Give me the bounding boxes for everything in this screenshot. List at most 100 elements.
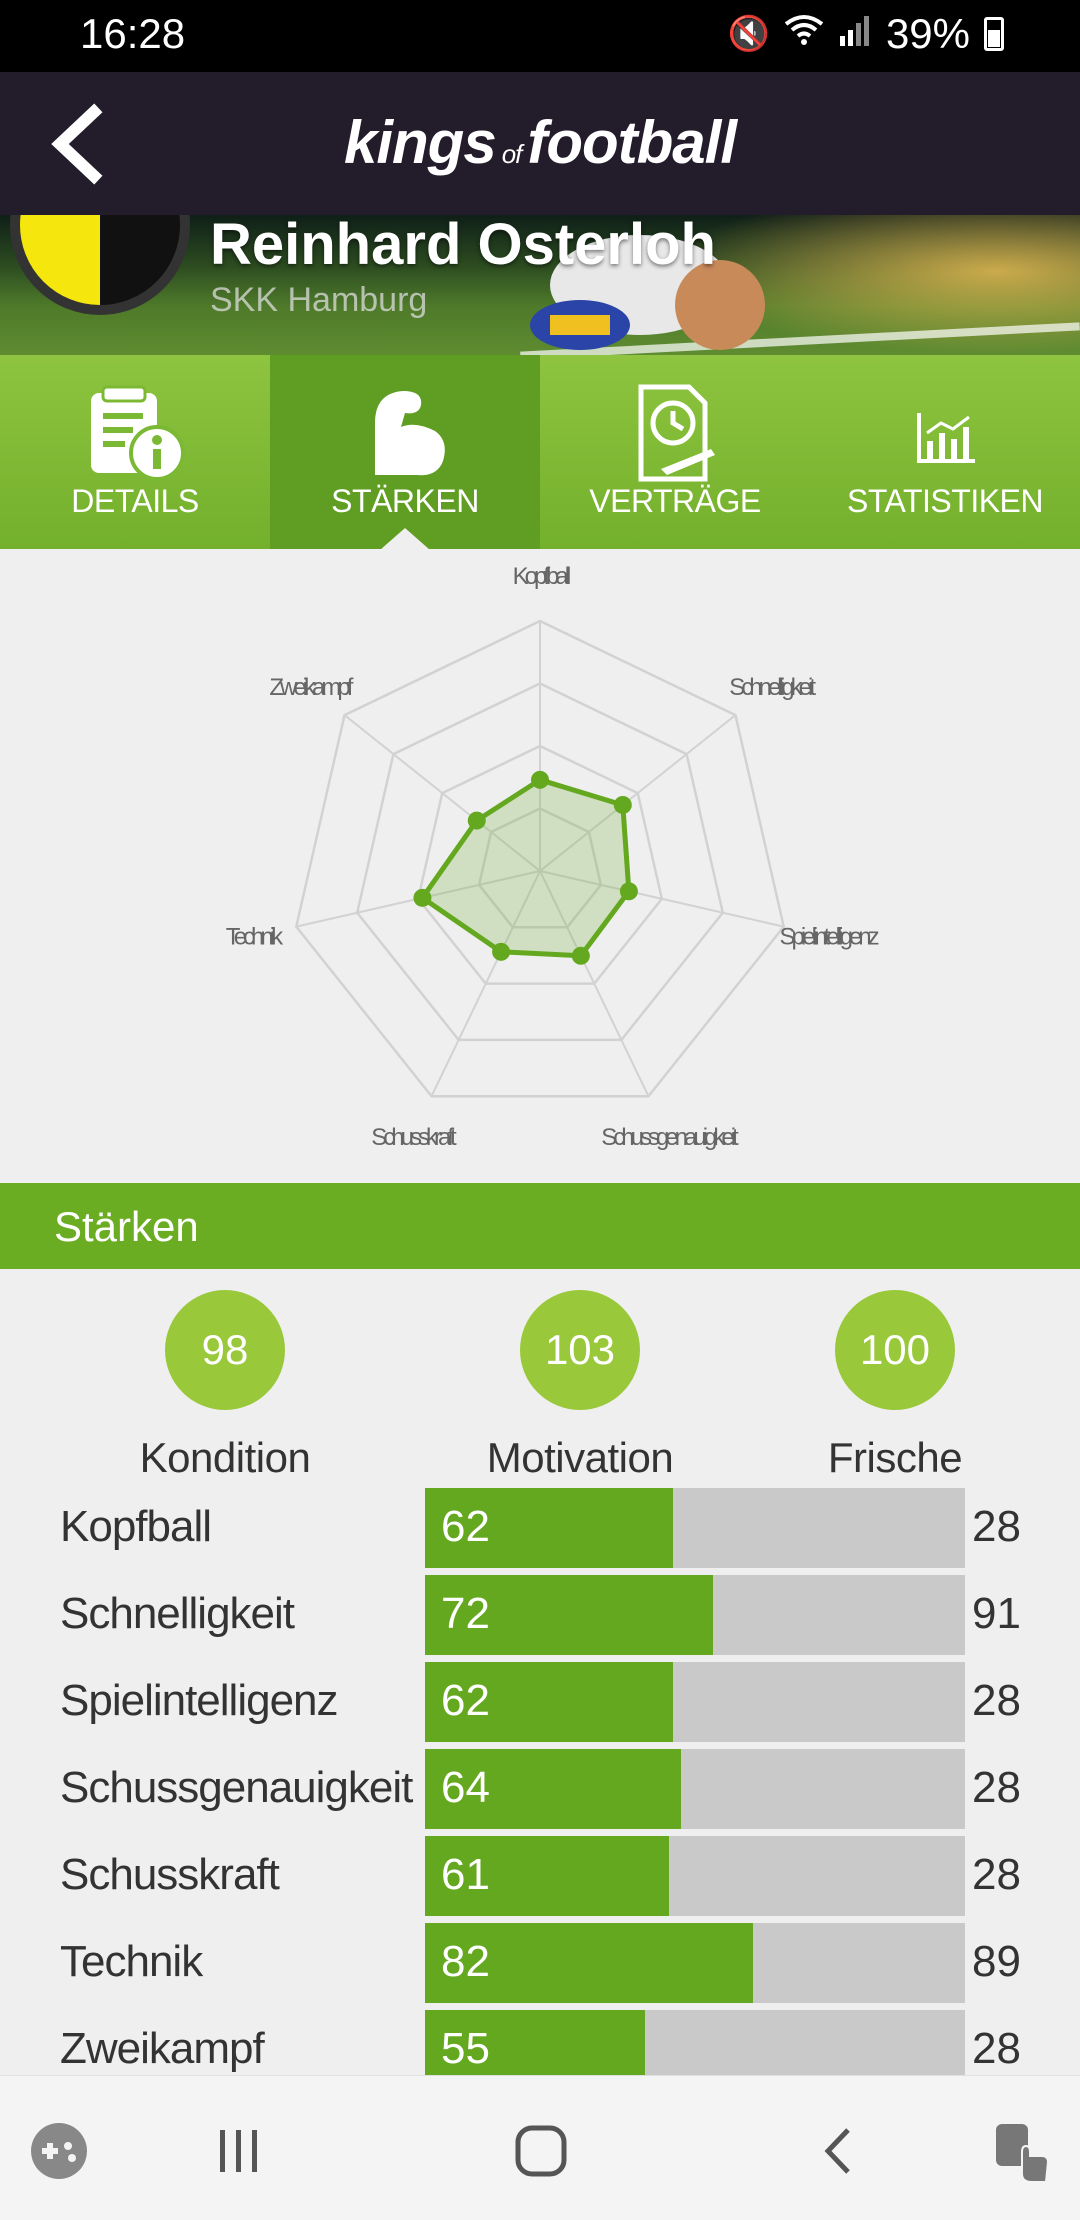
attribute-row: Technik 82 89 — [0, 1923, 1080, 2003]
attribute-potential: 91 — [972, 1589, 1021, 1638]
signal-icon — [838, 14, 872, 55]
gamepad-icon — [31, 2123, 87, 2179]
radar-axis-label: Schusskraft — [371, 1124, 457, 1151]
attribute-bar: 62 — [425, 1662, 965, 1742]
tab-statistiken[interactable]: STATISTIKEN — [810, 355, 1080, 549]
player-image — [530, 235, 765, 350]
back-arrow-icon — [824, 2128, 850, 2174]
back-button[interactable] — [34, 94, 134, 194]
tab-vertraege-label: VERTRÄGE — [589, 483, 761, 519]
attribute-name: Kopfball — [60, 1502, 212, 1551]
attribute-bar-fill — [425, 1836, 669, 1916]
radar-axis-label: Schussgenauigkeit — [601, 1124, 739, 1151]
radar-grid-ring — [416, 744, 664, 985]
radar-data-point — [467, 811, 486, 830]
battery-icon — [984, 17, 1004, 51]
tab-bar: DETAILS STÄRKEN VERTRÄGE STATISTIKEN — [0, 355, 1080, 550]
touch-lock-button[interactable] — [986, 2116, 1056, 2186]
attribute-bar-fill — [425, 1488, 673, 1568]
logo-text-football: football — [527, 109, 737, 176]
battery-percent: 39% — [885, 10, 970, 57]
radar-data-point — [413, 888, 432, 907]
attribute-value: 72 — [441, 1589, 490, 1638]
attribute-row: Schussgenauigkeit 64 28 — [0, 1749, 1080, 1829]
attribute-bar-fill — [425, 1575, 713, 1655]
attribute-bar-fill — [425, 1923, 753, 2003]
mute-vibrate-icon: 🔇 — [727, 15, 770, 53]
radar-data-point — [531, 770, 549, 789]
stat-frische-label: Frische — [827, 1434, 963, 1481]
app-logo: kings of football — [0, 108, 1080, 177]
tab-staerken[interactable]: STÄRKEN — [270, 355, 540, 550]
radar-axis-label: Spielintelligenz — [780, 924, 879, 951]
attribute-value: 61 — [441, 1850, 490, 1899]
status-time: 16:28 — [80, 10, 186, 57]
attribute-potential: 28 — [972, 1676, 1021, 1725]
recent-apps-icon — [220, 2130, 257, 2172]
tab-vertraege[interactable]: VERTRÄGE — [540, 355, 810, 549]
document-info-icon — [91, 385, 185, 481]
attribute-bar-fill — [425, 1749, 681, 1829]
stat-kondition: 98 Kondition — [105, 1290, 345, 1482]
radar-data-area — [419, 777, 632, 959]
attribute-value: 64 — [441, 1763, 490, 1812]
contract-clock-icon — [638, 384, 715, 482]
attribute-name: Schussgenauigkeit — [60, 1763, 413, 1812]
status-bar: 16:28 🔇 39% — [0, 0, 1080, 72]
stat-motivation: 103 Motivation — [460, 1290, 700, 1482]
club-badge — [10, 215, 190, 315]
attribute-row: Spielintelligenz 62 28 — [0, 1662, 1080, 1742]
radar-grid-ring — [477, 807, 603, 929]
attribute-name: Schusskraft — [60, 1850, 280, 1899]
radar-grid-ring — [294, 619, 786, 1098]
strength-radar-chart: Kopfball Schnelligkeit Spielintelligenz Sch… — [226, 563, 883, 1151]
attribute-potential: 28 — [972, 1850, 1021, 1899]
system-back-button[interactable] — [806, 2116, 876, 2186]
logo-text-of: of — [501, 139, 523, 169]
attribute-potential: 89 — [972, 1937, 1021, 1986]
radar-axis-line — [539, 870, 650, 1097]
radar-grid-ring — [355, 682, 725, 1042]
home-button[interactable] — [506, 2116, 576, 2186]
system-nav-bar — [0, 2075, 1080, 2220]
attribute-bar: 64 — [425, 1749, 965, 1829]
attribute-potential: 28 — [972, 1763, 1021, 1812]
attribute-bar: 72 — [425, 1575, 965, 1655]
app-bar: kings of football — [0, 72, 1080, 215]
stat-motivation-value: 103 — [520, 1290, 640, 1410]
attribute-value: 62 — [441, 1676, 490, 1725]
chevron-left-icon — [51, 103, 103, 185]
attribute-row: Schusskraft 61 28 — [0, 1836, 1080, 1916]
status-icons: 🔇 39% — [728, 10, 1004, 58]
attribute-bar: 61 — [425, 1836, 965, 1916]
touch-lock-icon — [996, 2124, 1050, 2183]
radar-axis-label: Zweikampf — [269, 674, 353, 701]
radar-axis-label: Schnelligkeit — [729, 674, 816, 701]
stat-kondition-label: Kondition — [139, 1434, 311, 1481]
tab-details[interactable]: DETAILS — [0, 355, 270, 549]
radar-axis-label: Technik — [226, 924, 284, 951]
attribute-name: Spielintelligenz — [60, 1676, 339, 1725]
home-icon — [515, 2125, 567, 2177]
tab-staerken-label: STÄRKEN — [331, 483, 479, 519]
radar-data-point — [571, 946, 590, 965]
tab-statistiken-label: STATISTIKEN — [847, 483, 1044, 519]
attribute-value: 82 — [441, 1937, 490, 1986]
section-title: Stärken — [54, 1203, 199, 1250]
radar-data-point — [619, 882, 638, 901]
attribute-bar: 82 — [425, 1923, 965, 2003]
recent-apps-button[interactable] — [204, 2116, 274, 2186]
attribute-bar-fill — [425, 1662, 673, 1742]
stat-kondition-value: 98 — [165, 1290, 285, 1410]
tab-details-label: DETAILS — [71, 483, 199, 519]
game-launcher-button[interactable] — [24, 2116, 94, 2186]
attribute-bar: 62 — [425, 1488, 965, 1568]
radar-axis-line — [539, 714, 737, 872]
bar-chart-icon — [917, 413, 975, 463]
attribute-potential: 28 — [972, 2024, 1021, 2073]
attribute-potential: 28 — [972, 1502, 1021, 1551]
radar-axis-line — [539, 870, 784, 928]
player-header: Reinhard Osterloh SKK Hamburg — [0, 215, 1080, 355]
attribute-row: Schnelligkeit 72 91 — [0, 1575, 1080, 1655]
summary-stats: 98 Kondition 103 Motivation 100 Frische — [0, 1290, 1080, 1482]
